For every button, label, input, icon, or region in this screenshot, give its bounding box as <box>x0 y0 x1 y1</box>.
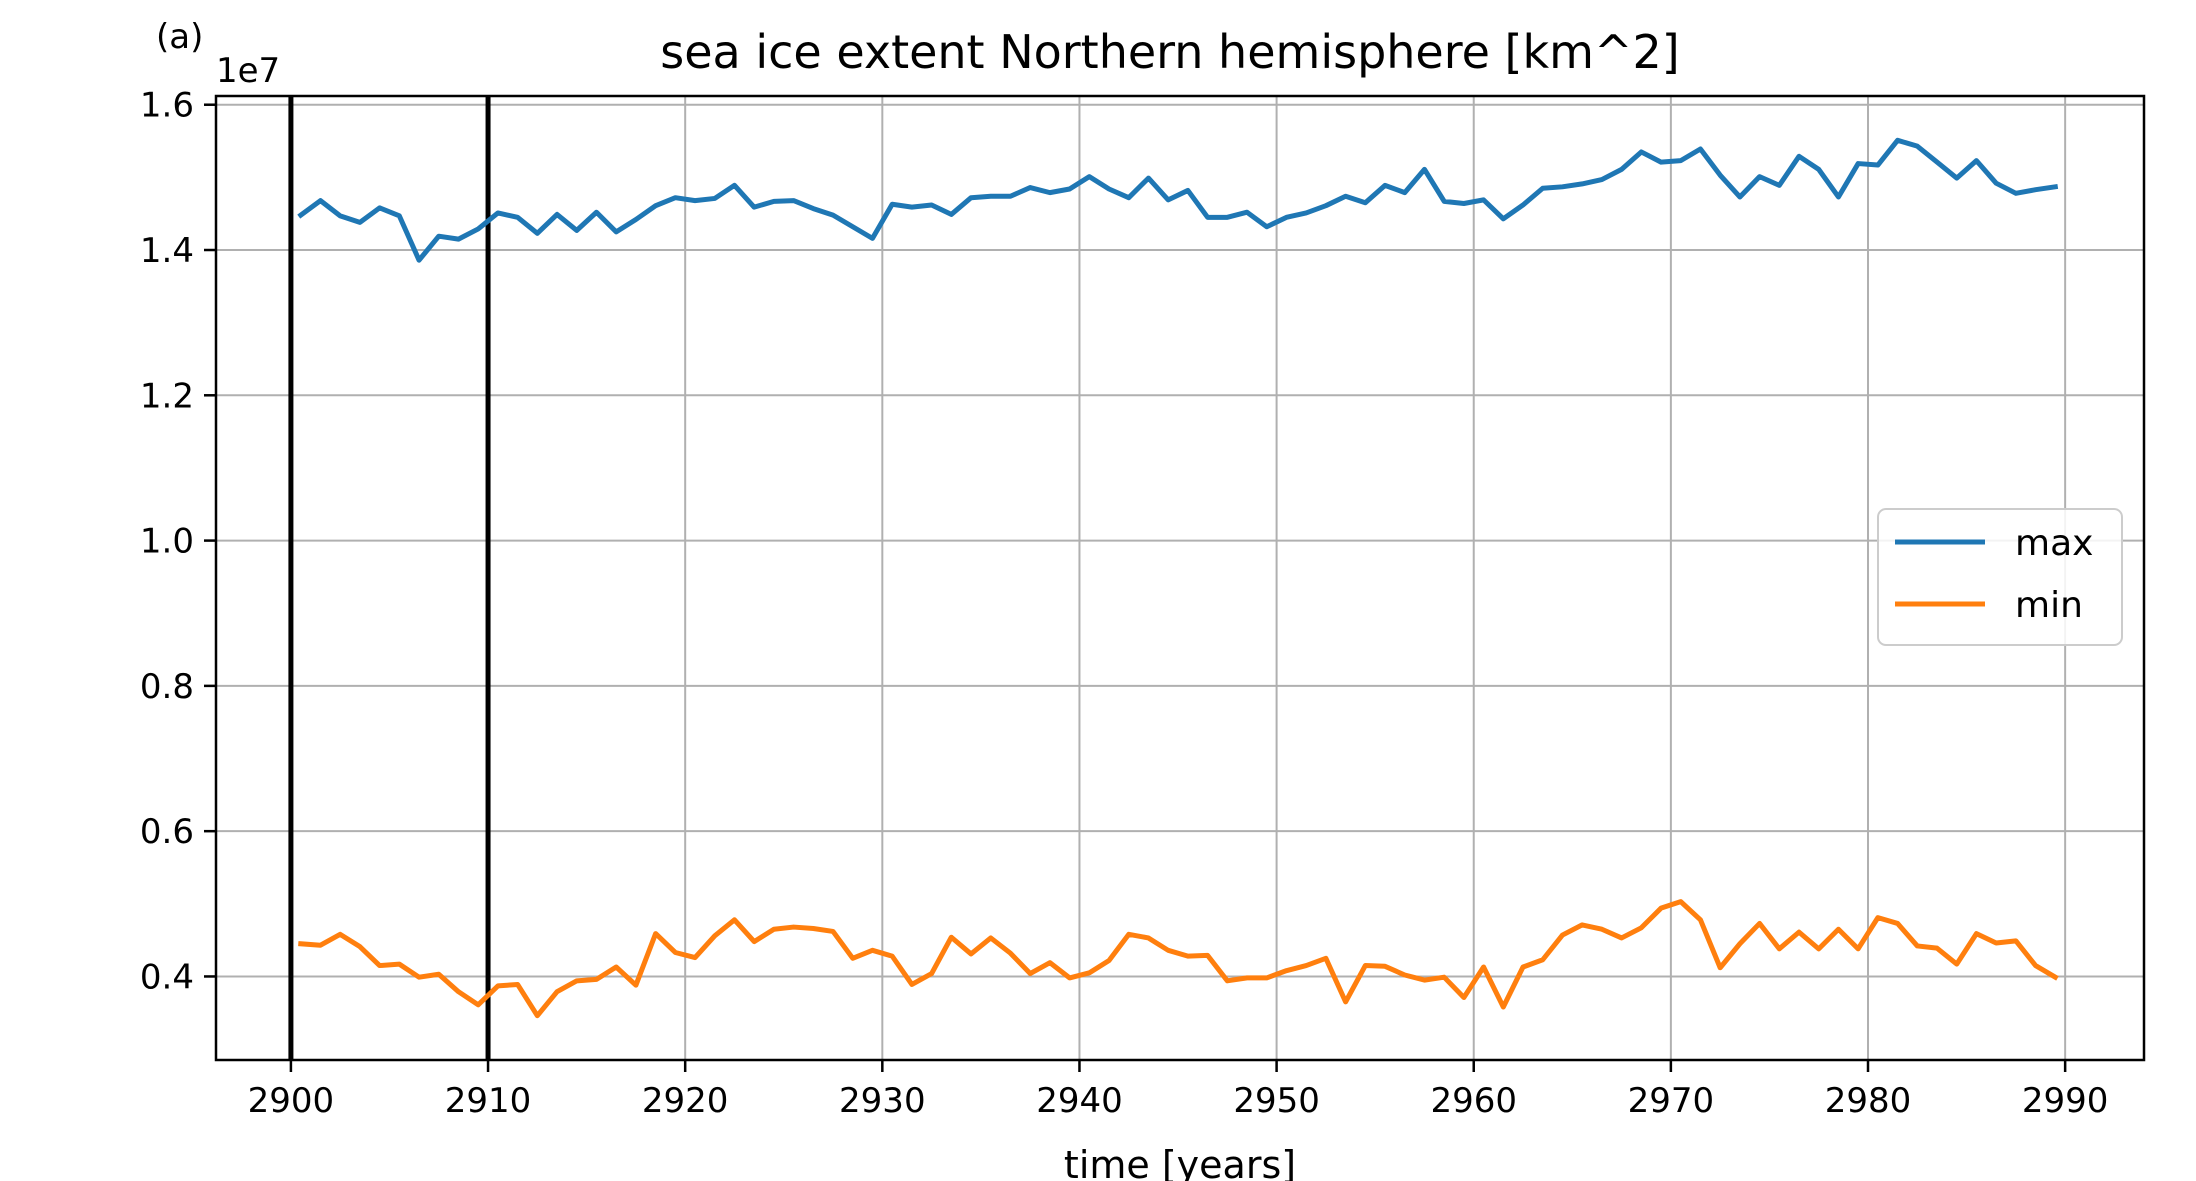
x-tick-label: 2950 <box>1233 1081 1320 1121</box>
y-tick-label: 0.6 <box>140 812 194 852</box>
legend: max min <box>1877 508 2123 646</box>
x-tick-label: 2910 <box>445 1081 532 1121</box>
y-tick-label: 0.4 <box>140 957 194 997</box>
y-tick-label: 1.4 <box>140 231 194 271</box>
x-axis-label: time [years] <box>1064 1143 1296 1181</box>
y-tick-label: 1.0 <box>140 522 194 562</box>
y-axis: 0.4 0.6 0.8 1.0 1.2 1.4 1.6 <box>140 86 216 997</box>
plot-area-frame <box>214 94 2146 1062</box>
grid <box>216 96 2144 1060</box>
x-tick-label: 2920 <box>642 1081 729 1121</box>
y-offset-label: 1e7 <box>216 51 280 91</box>
x-tick-label: 2940 <box>1036 1081 1123 1121</box>
vertical-markers <box>288 96 491 1060</box>
x-axis: 2900 2910 2920 2930 2940 2950 2960 2970 2980 2990 <box>248 1060 2109 1121</box>
legend-label-min: min <box>2015 585 2083 626</box>
legend-label-max: max <box>2015 523 2093 564</box>
panel-label: (a) <box>156 17 203 57</box>
chart-title: sea ice extent Northern hemisphere [km^2… <box>660 25 1679 79</box>
series-line-max <box>297 137 2059 263</box>
x-tick-label: 2900 <box>248 1081 335 1121</box>
x-tick-label: 2980 <box>1825 1081 1912 1121</box>
x-tick-label: 2930 <box>839 1081 926 1121</box>
series-lines <box>297 137 2059 1019</box>
x-tick-label: 2970 <box>1628 1081 1715 1121</box>
y-tick-label: 1.6 <box>140 86 194 126</box>
y-tick-label: 1.2 <box>140 376 194 416</box>
y-tick-label: 0.8 <box>140 667 194 707</box>
series-line-min <box>298 899 2059 1019</box>
x-tick-label: 2990 <box>2022 1081 2109 1121</box>
x-tick-label: 2960 <box>1430 1081 1517 1121</box>
